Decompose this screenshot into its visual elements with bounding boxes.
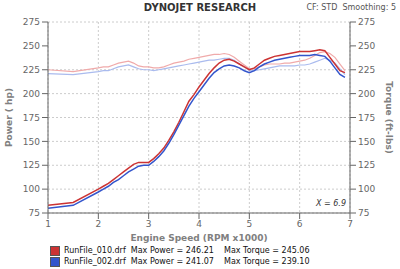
svg-text:1: 1 [45, 219, 51, 229]
svg-text:125: 125 [358, 160, 375, 170]
svg-text:7: 7 [347, 219, 353, 229]
svg-text:175: 175 [358, 113, 375, 123]
svg-text:4: 4 [196, 219, 202, 229]
svg-text:125: 125 [23, 160, 40, 170]
html-text:RunFile_002.drf Max Power = 24: RunFile_002.drf Max Power = 241.07 Max T… [64, 257, 310, 266]
html-text:DYNOJET RESEARCH: DYNOJET RESEARCH [143, 2, 257, 13]
html-text:RunFile_010.drf Max Power = 24: RunFile_010.drf Max Power = 246.21 Max T… [64, 246, 310, 255]
svg-text:225: 225 [358, 65, 375, 75]
svg-text:175: 175 [23, 113, 40, 123]
svg-text:2: 2 [95, 219, 101, 229]
svg-text:225: 225 [23, 65, 40, 75]
svg-text:Engine Speed (RPM x1000): Engine Speed (RPM x1000) [130, 233, 267, 243]
svg-text:3: 3 [146, 219, 152, 229]
svg-text:6: 6 [297, 219, 303, 229]
svg-text:250: 250 [23, 41, 40, 51]
svg-text:Power ( hp): Power ( hp) [8, 88, 14, 147]
svg-text:100: 100 [23, 184, 40, 194]
svg-text:200: 200 [23, 89, 40, 99]
svg-text:150: 150 [23, 137, 40, 147]
svg-text:Torque (ft-lbs): Torque (ft-lbs) [384, 81, 392, 154]
svg-text:275: 275 [23, 17, 40, 27]
svg-text:275: 275 [358, 17, 375, 27]
svg-text:200: 200 [358, 89, 375, 99]
html-text:X = 6.9: X = 6.9 [316, 199, 346, 208]
svg-text:250: 250 [358, 41, 375, 51]
html-text:CF: STD Smoothing: 5: CF: STD Smoothing: 5 [306, 3, 396, 12]
svg-text:150: 150 [358, 137, 375, 147]
svg-text:75: 75 [358, 208, 369, 218]
svg-text:100: 100 [358, 184, 375, 194]
svg-text:75: 75 [29, 208, 40, 218]
svg-text:5: 5 [246, 219, 252, 229]
